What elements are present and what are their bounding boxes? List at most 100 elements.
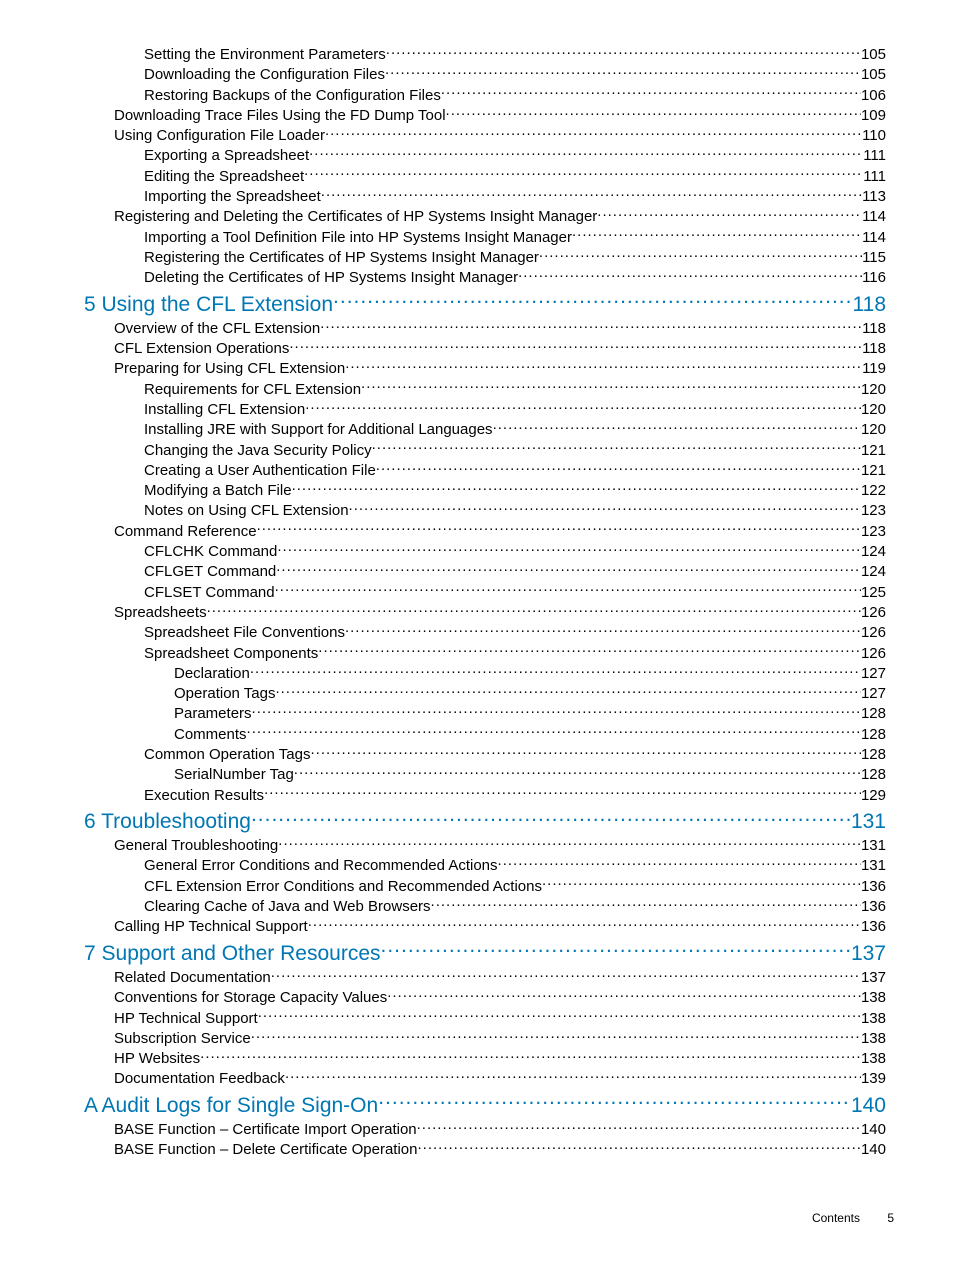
toc-entry[interactable]: Requirements for CFL Extension120 (144, 379, 886, 399)
toc-entry[interactable]: Conventions for Storage Capacity Values1… (114, 987, 886, 1007)
toc-leader-dots (345, 622, 861, 637)
toc-leader-dots (387, 987, 861, 1002)
toc-entry[interactable]: Registering the Certificates of HP Syste… (144, 247, 886, 267)
toc-entry-page: 136 (861, 878, 886, 896)
toc-entry[interactable]: Setting the Environment Parameters105 (144, 44, 886, 64)
toc-entry[interactable]: Installing JRE with Support for Addition… (144, 419, 886, 439)
toc-leader-dots (251, 807, 851, 828)
toc-entry-title: Requirements for CFL Extension (144, 381, 361, 399)
toc-entry-page: 124 (861, 563, 886, 581)
toc-entry-page: 138 (861, 989, 886, 1007)
toc-entry[interactable]: Restoring Backups of the Configuration F… (144, 85, 886, 105)
toc-entry-title: HP Websites (114, 1050, 200, 1068)
toc-entry[interactable]: General Troubleshooting131 (114, 835, 886, 855)
toc-entry[interactable]: Importing a Tool Definition File into HP… (144, 227, 886, 247)
toc-entry-page: 137 (851, 941, 886, 967)
toc-leader-dots (349, 500, 861, 515)
toc-entry[interactable]: Editing the Spreadsheet111 (144, 166, 886, 186)
toc-entry[interactable]: Overview of the CFL Extension118 (114, 318, 886, 338)
toc-entry-title: Restoring Backups of the Configuration F… (144, 87, 441, 105)
toc-entry-title: 5 Using the CFL Extension (84, 292, 333, 318)
toc-entry[interactable]: Importing the Spreadsheet113 (144, 186, 886, 206)
toc-leader-dots (381, 939, 851, 960)
toc-entry[interactable]: Declaration127 (174, 663, 886, 683)
toc-entry[interactable]: Execution Results129 (144, 785, 886, 805)
toc-entry-page: 136 (861, 898, 886, 916)
toc-chapter-entry[interactable]: 6 Troubleshooting131 (84, 807, 886, 835)
toc-entry[interactable]: Comments128 (174, 724, 886, 744)
toc-leader-dots (247, 724, 861, 739)
toc-entry[interactable]: Notes on Using CFL Extension123 (144, 500, 886, 520)
toc-entry-page: 115 (862, 249, 886, 267)
toc-entry[interactable]: Operation Tags127 (174, 683, 886, 703)
toc-entry[interactable]: Spreadsheet File Conventions126 (144, 622, 886, 642)
toc-entry[interactable]: CFLSET Command125 (144, 582, 886, 602)
toc-entry-title: Parameters (174, 705, 252, 723)
toc-entry[interactable]: Subscription Service138 (114, 1028, 886, 1048)
toc-entry[interactable]: CFL Extension Error Conditions and Recom… (144, 876, 886, 896)
toc-entry[interactable]: Deleting the Certificates of HP Systems … (144, 267, 886, 287)
toc-entry-page: 118 (853, 292, 886, 318)
toc-leader-dots (275, 582, 861, 597)
toc-entry-page: 129 (861, 787, 886, 805)
toc-entry[interactable]: Calling HP Technical Support136 (114, 916, 886, 936)
toc-entry[interactable]: CFLGET Command124 (144, 561, 886, 581)
toc-entry[interactable]: BASE Function – Certificate Import Opera… (114, 1119, 886, 1139)
toc-entry[interactable]: Parameters 128 (174, 703, 886, 723)
toc-leader-dots (417, 1119, 861, 1134)
toc-leader-dots (361, 379, 861, 394)
toc-entry-page: 127 (861, 685, 886, 703)
toc-entry[interactable]: SerialNumber Tag128 (174, 764, 886, 784)
toc-entry[interactable]: Downloading Trace Files Using the FD Dum… (114, 105, 886, 125)
toc-entry[interactable]: BASE Function – Delete Certificate Opera… (114, 1139, 886, 1159)
toc-entry-title: CFL Extension Operations (114, 340, 289, 358)
toc-leader-dots (294, 764, 861, 779)
toc-entry-title: Installing JRE with Support for Addition… (144, 421, 493, 439)
toc-entry[interactable]: Spreadsheet Components126 (144, 643, 886, 663)
toc-entry[interactable]: Common Operation Tags128 (144, 744, 886, 764)
toc-entry-title: BASE Function – Certificate Import Opera… (114, 1121, 417, 1139)
toc-entry[interactable]: Registering and Deleting the Certificate… (114, 206, 886, 226)
toc-entry[interactable]: Installing CFL Extension120 (144, 399, 886, 419)
toc-leader-dots (376, 460, 861, 475)
toc-entry[interactable]: Related Documentation137 (114, 967, 886, 987)
toc-container: Setting the Environment Parameters105Dow… (84, 44, 886, 1160)
toc-entry[interactable]: Creating a User Authentication File121 (144, 460, 886, 480)
toc-entry-title: Related Documentation (114, 969, 271, 987)
toc-entry[interactable]: CFL Extension Operations118 (114, 338, 886, 358)
toc-entry-title: Modifying a Batch File (144, 482, 292, 500)
toc-entry[interactable]: Spreadsheets126 (114, 602, 886, 622)
toc-entry[interactable]: HP Websites138 (114, 1048, 886, 1068)
toc-entry-page: 119 (862, 360, 886, 378)
toc-entry[interactable]: Preparing for Using CFL Extension119 (114, 358, 886, 378)
toc-entry[interactable]: Using Configuration File Loader110 (114, 125, 886, 145)
toc-leader-dots (597, 206, 862, 221)
toc-entry[interactable]: General Error Conditions and Recommended… (144, 855, 886, 875)
toc-entry-page: 120 (861, 421, 886, 439)
toc-leader-dots (304, 166, 863, 181)
toc-entry-title: CFL Extension Error Conditions and Recom… (144, 878, 542, 896)
toc-chapter-entry[interactable]: 7 Support and Other Resources137 (84, 939, 886, 967)
toc-entry[interactable]: HP Technical Support138 (114, 1008, 886, 1028)
toc-entry[interactable]: Downloading the Configuration Files105 (144, 64, 886, 84)
toc-entry[interactable]: Changing the Java Security Policy121 (144, 440, 886, 460)
toc-leader-dots (278, 835, 861, 850)
toc-entry[interactable]: Exporting a Spreadsheet111 (144, 145, 886, 165)
toc-leader-dots (446, 105, 861, 120)
toc-entry-page: 140 (851, 1093, 886, 1119)
toc-leader-dots (310, 744, 860, 759)
toc-leader-dots (252, 703, 861, 718)
toc-entry-title: Registering the Certificates of HP Syste… (144, 249, 539, 267)
toc-chapter-entry[interactable]: 5 Using the CFL Extension 118 (84, 290, 886, 318)
toc-entry[interactable]: Modifying a Batch File122 (144, 480, 886, 500)
toc-entry[interactable]: CFLCHK Command124 (144, 541, 886, 561)
toc-entry[interactable]: Documentation Feedback139 (114, 1068, 886, 1088)
toc-entry[interactable]: Clearing Cache of Java and Web Browsers1… (144, 896, 886, 916)
toc-entry[interactable]: Command Reference123 (114, 521, 886, 541)
toc-entry-page: 105 (861, 46, 886, 64)
toc-leader-dots (264, 785, 861, 800)
toc-entry-title: BASE Function – Delete Certificate Opera… (114, 1141, 418, 1159)
toc-entry-page: 128 (861, 705, 886, 723)
toc-chapter-entry[interactable]: A Audit Logs for Single Sign-On140 (84, 1091, 886, 1119)
toc-leader-dots (325, 125, 862, 140)
